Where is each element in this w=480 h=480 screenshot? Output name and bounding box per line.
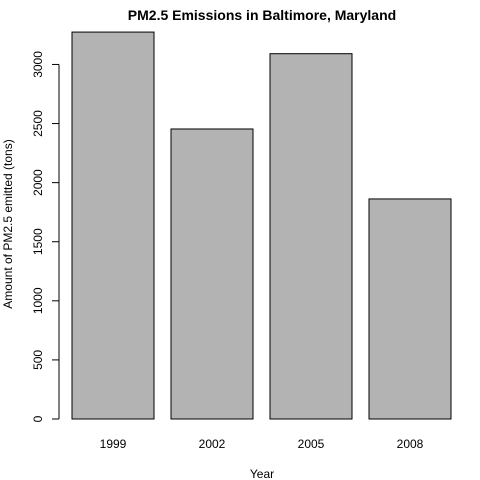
y-tick-label: 2500 [31, 110, 45, 137]
x-tick-label: 2002 [199, 437, 226, 451]
y-axis-label: Amount of PM2.5 emitted (tons) [1, 139, 15, 308]
bar-2008 [368, 198, 452, 420]
x-tick-label: 2005 [298, 437, 325, 451]
x-axis: 1999 2002 2005 2008 [100, 437, 424, 451]
bars-group [71, 31, 452, 420]
y-tick-label: 1500 [31, 228, 45, 255]
bar-1999 [71, 31, 155, 420]
x-axis-label: Year [250, 467, 274, 480]
y-tick-label: 2000 [31, 169, 45, 196]
x-tick-label: 2008 [397, 437, 424, 451]
bar-2002 [170, 128, 254, 420]
x-tick-label: 1999 [100, 437, 127, 451]
y-axis: 0 500 1000 1500 2000 2500 3000 [31, 51, 60, 422]
y-tick-label: 0 [31, 415, 45, 422]
chart-title: PM2.5 Emissions in Baltimore, Maryland [128, 7, 396, 23]
y-tick-label: 3000 [31, 51, 45, 78]
y-tick-label: 1000 [31, 287, 45, 314]
bar-2005 [269, 53, 353, 420]
y-tick-label: 500 [31, 350, 45, 370]
